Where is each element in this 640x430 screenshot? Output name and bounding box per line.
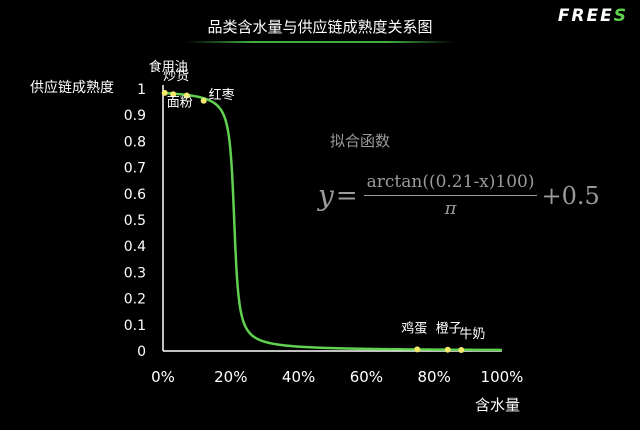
formula-title: 拟合函数 (330, 132, 391, 150)
y-tick-label: 0.2 (124, 292, 146, 308)
formula-denominator: π (444, 198, 457, 219)
y-tick-labels: 0 0.1 0.2 0.3 0.4 0.5 0.6 0.7 0.8 0.9 1 (124, 82, 146, 360)
logo-text: FREE (557, 6, 614, 26)
data-point-label: 食用油 (149, 59, 188, 75)
data-point-label: 橙子 (436, 322, 462, 337)
formula-rhs: +0.5 (541, 181, 600, 210)
data-points (161, 89, 465, 353)
title-underline (185, 41, 455, 43)
x-tick-label: 0% (151, 368, 175, 386)
brand-logo: FREES (558, 6, 628, 26)
formula-equals: = (335, 180, 358, 211)
data-point (161, 89, 168, 96)
data-point-label: 炒货 (163, 68, 189, 84)
data-point-label: 面粉 (167, 96, 193, 111)
fit-formula: y = arctan((0.21-x)100) π +0.5 (318, 172, 600, 219)
data-point-label: 鸡蛋 (401, 320, 427, 336)
x-tick-label: 20% (214, 368, 247, 386)
formula-lhs: y (318, 179, 334, 212)
data-point (183, 92, 190, 99)
data-point (200, 97, 207, 104)
y-tick-label: 0.6 (124, 187, 146, 203)
y-tick-label: 0.1 (124, 318, 146, 334)
x-tick-labels: 0% 20% 40% 60% 80% 100% (151, 368, 523, 386)
x-tick-label: 80% (418, 368, 451, 386)
data-point-label: 牛奶 (459, 327, 485, 342)
formula-fraction: arctan((0.21-x)100) π (363, 172, 538, 219)
y-tick-label: 0.4 (124, 239, 146, 255)
data-point-label: 红枣 (209, 87, 235, 103)
y-tick-label: 1 (137, 82, 146, 98)
formula-numerator: arctan((0.21-x)100) (363, 172, 538, 196)
x-tick-label: 100% (481, 368, 524, 386)
data-point (170, 91, 177, 98)
x-tick-label: 40% (282, 368, 315, 386)
logo-accent: S (613, 6, 628, 26)
y-axis-label: 供应链成熟度 (30, 79, 114, 96)
x-axis-label: 含水量 (475, 396, 520, 414)
data-point (458, 346, 465, 353)
y-tick-label: 0.3 (124, 265, 146, 281)
data-point (444, 346, 451, 353)
y-tick-label: 0.9 (124, 108, 146, 124)
y-tick-label: 0.8 (124, 134, 146, 150)
chart-title: 品类含水量与供应链成熟度关系图 (207, 18, 433, 36)
y-tick-label: 0 (137, 344, 146, 360)
data-point (414, 346, 421, 353)
y-tick-label: 0.7 (124, 161, 146, 177)
x-tick-label: 60% (350, 368, 383, 386)
y-tick-label: 0.5 (124, 213, 146, 229)
